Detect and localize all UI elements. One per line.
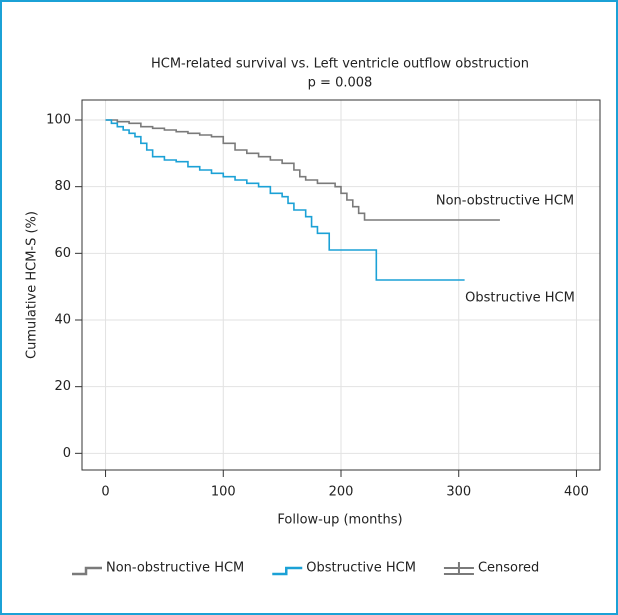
chart-title: HCM-related survival vs. Left ventricle … [151, 57, 529, 72]
legend-icon [443, 562, 474, 575]
legend-label: Obstructive HCM [306, 561, 416, 576]
x-tick-label: 300 [446, 485, 471, 500]
legend-label: Non-obstructive HCM [106, 561, 244, 576]
legend-icon [72, 566, 102, 576]
x-tick-label: 200 [329, 485, 354, 500]
x-tick-label: 100 [211, 485, 236, 500]
y-axis-label: Cumulative HCM-S (%) [25, 211, 40, 359]
survival-line [105, 119, 465, 281]
y-tick-label: 80 [54, 179, 71, 194]
y-tick-label: 100 [46, 113, 71, 128]
y-tick-label: 0 [63, 446, 71, 461]
y-tick-label: 40 [54, 313, 71, 328]
x-tick-label: 0 [101, 485, 109, 500]
annotation: Obstructive HCM [465, 291, 575, 306]
y-tick-label: 20 [54, 379, 71, 394]
survival-line [105, 119, 500, 221]
legend-label: Censored [478, 561, 539, 576]
annotation: Non-obstructive HCM [436, 194, 574, 209]
chart-subtitle: p = 0.008 [308, 76, 373, 91]
y-tick-label: 60 [54, 246, 71, 261]
legend-icon [272, 566, 303, 576]
x-tick-label: 400 [564, 485, 589, 500]
x-axis-label: Follow-up (months) [277, 513, 402, 528]
plot-area [81, 99, 601, 471]
